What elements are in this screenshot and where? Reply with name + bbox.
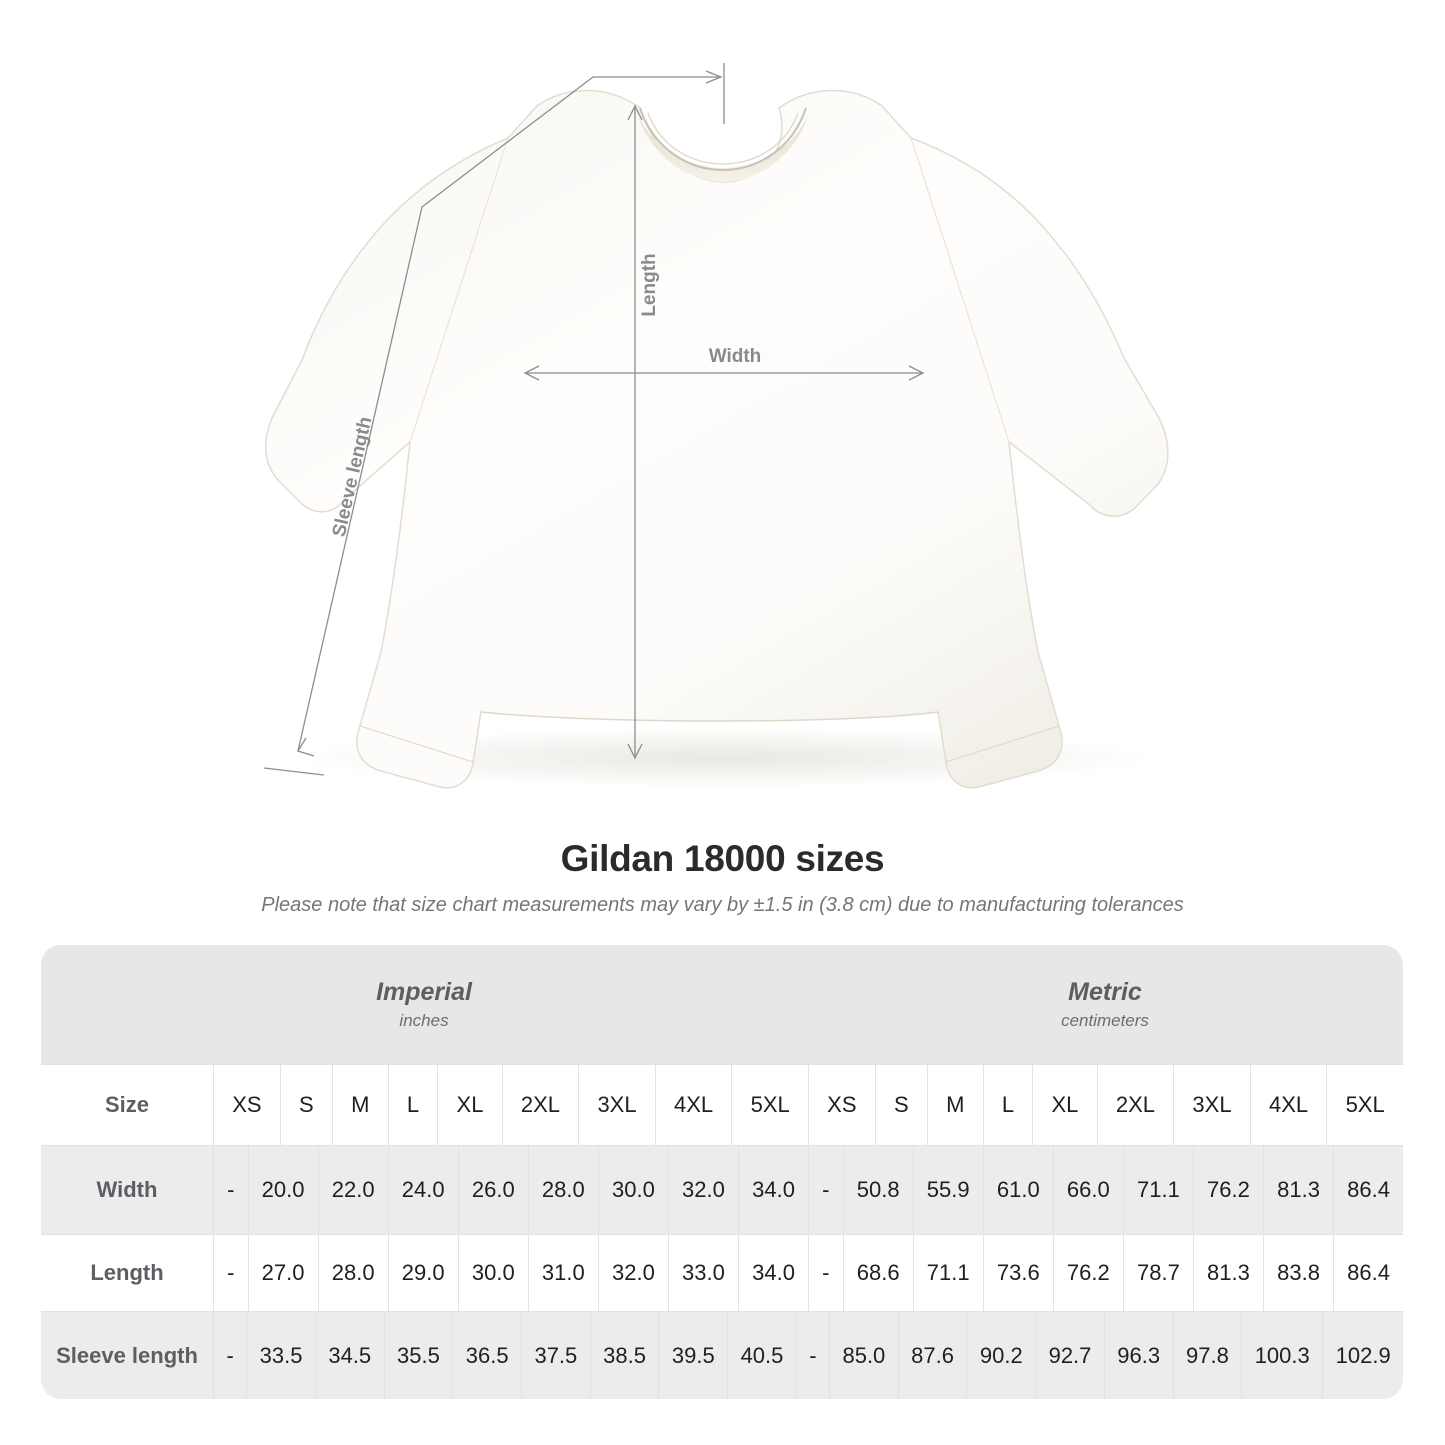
- svg-text:Width: Width: [709, 346, 762, 367]
- svg-text:Length: Length: [639, 253, 660, 316]
